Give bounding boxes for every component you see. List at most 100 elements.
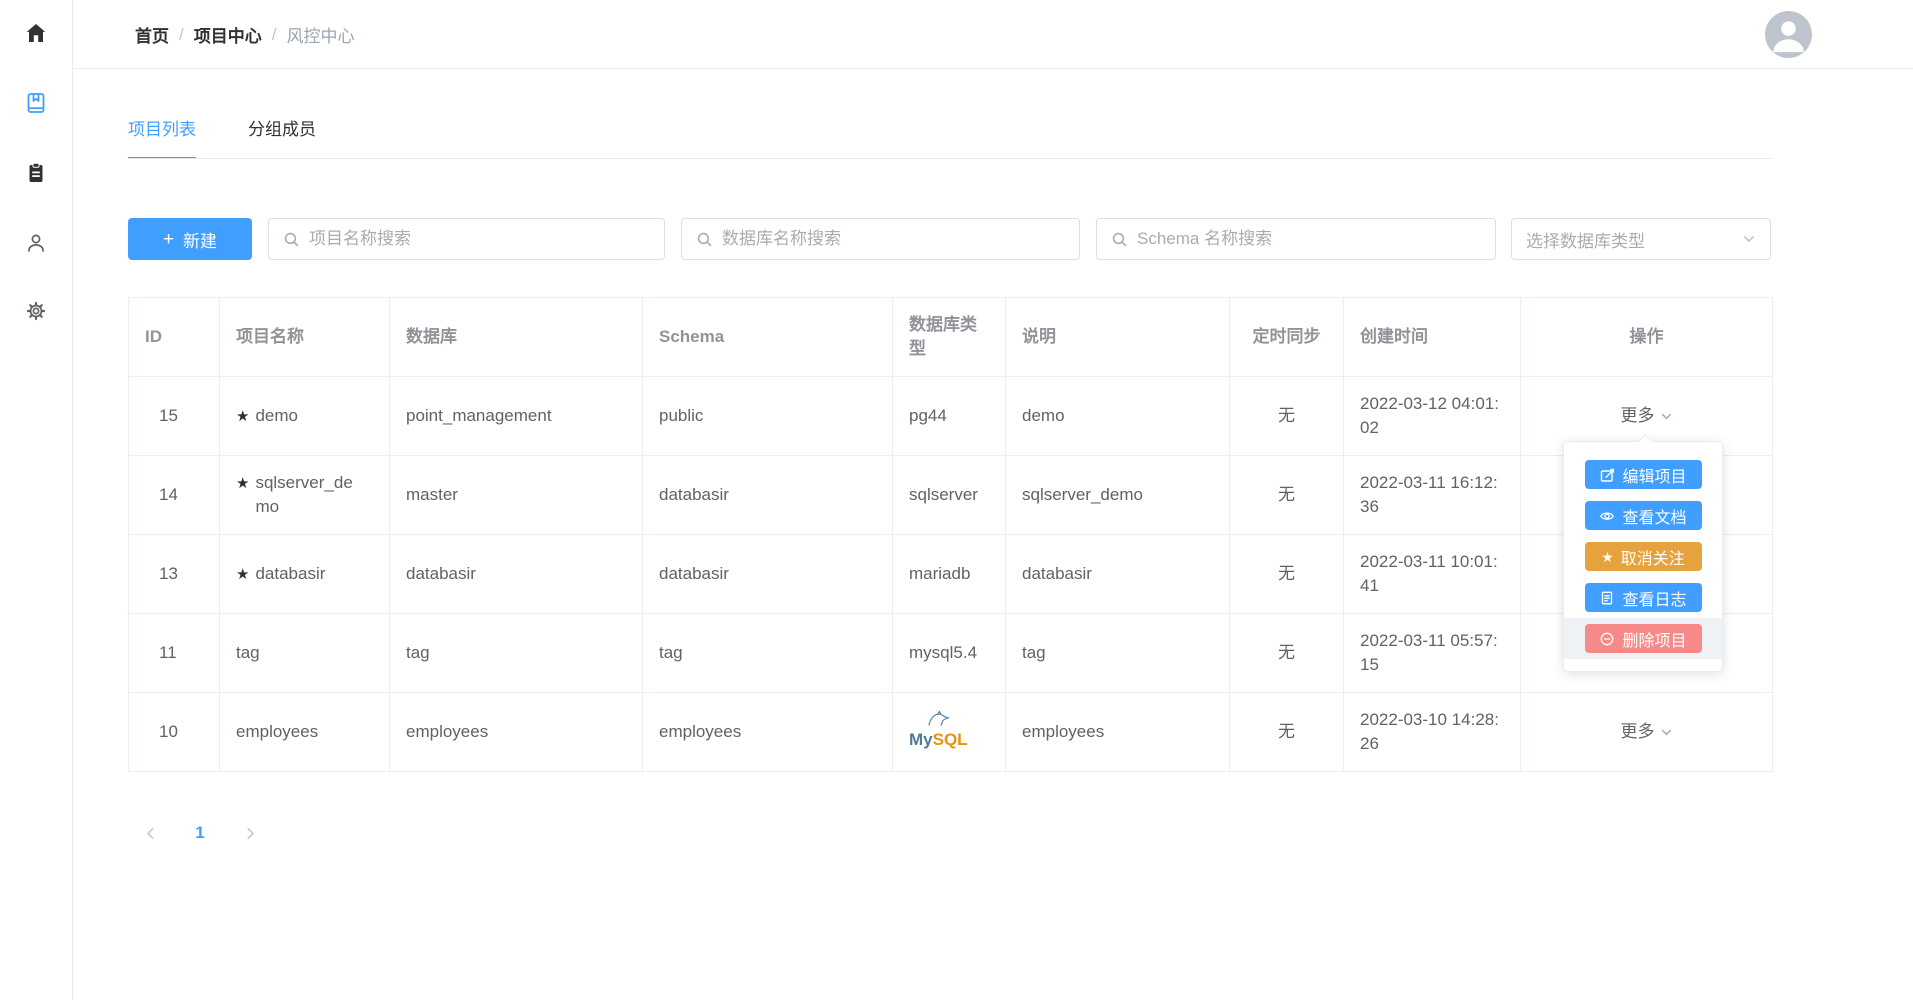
search-icon xyxy=(1112,232,1127,246)
cell-project-name: tag xyxy=(219,613,390,693)
cell-database: databasir xyxy=(389,534,643,614)
cell-sync: 无 xyxy=(1229,692,1344,772)
database-type-select-value: 选择数据库类型 xyxy=(1526,231,1645,251)
book-icon[interactable] xyxy=(24,91,48,115)
cell-project-name: ★ demo xyxy=(219,376,390,456)
tabs-divider xyxy=(128,158,1772,159)
projects-table: ID 项目名称 数据库 Schema 数据库类型 说明 定时同步 创建时间 操作… xyxy=(128,297,1773,772)
gear-icon[interactable] xyxy=(24,299,48,323)
database-name-search-input[interactable] xyxy=(722,229,1065,249)
create-button[interactable]: + 新建 xyxy=(128,218,252,260)
schema-name-search-input[interactable] xyxy=(1137,229,1481,249)
chevron-down-icon xyxy=(1661,729,1671,736)
cell-database: master xyxy=(389,455,643,535)
cell-description: demo xyxy=(1005,376,1230,456)
more-button[interactable]: 更多 xyxy=(1621,720,1673,744)
cell-schema: public xyxy=(642,376,893,456)
tab-bar: 项目列表 分组成员 xyxy=(128,118,368,159)
cell-description: databasir xyxy=(1005,534,1230,614)
pagination: 1 xyxy=(134,818,266,848)
cell-description: tag xyxy=(1005,613,1230,693)
col-header-id: ID xyxy=(128,297,220,377)
view-logs-button[interactable]: 查看日志 xyxy=(1584,583,1702,612)
project-name-search xyxy=(268,218,665,260)
cell-schema: employees xyxy=(642,692,893,772)
more-actions-menu: 编辑项目 查看文档 ★ 取消关注 查看日志 删除项目 xyxy=(1563,433,1723,672)
table-body: 15 ★ demo point_management public pg44 de… xyxy=(128,376,1773,772)
star-icon: ★ xyxy=(236,407,250,425)
menu-item: 查看文档 xyxy=(1564,495,1722,536)
table-row: 14 ★ sqlserver_demo master databasir sqls… xyxy=(128,455,1773,535)
cell-created-at: 2022-03-12 04:01:02 xyxy=(1343,376,1521,456)
prev-page-button[interactable] xyxy=(134,818,166,848)
col-header-description: 说明 xyxy=(1005,297,1230,377)
col-header-created-at: 创建时间 xyxy=(1343,297,1521,377)
cell-db-type: MySQL xyxy=(892,692,1006,772)
chevron-down-icon xyxy=(1744,236,1754,243)
plus-icon: + xyxy=(162,228,175,250)
breadcrumb-project-center[interactable]: 项目中心 xyxy=(193,27,262,46)
cell-id: 14 xyxy=(128,455,220,535)
menu-item: 删除项目 xyxy=(1564,618,1722,659)
cell-database: employees xyxy=(389,692,643,772)
cell-actions: 更多 xyxy=(1520,692,1773,772)
document-icon xyxy=(1602,591,1613,604)
view-document-button[interactable]: 查看文档 xyxy=(1584,501,1702,530)
database-name-search xyxy=(681,218,1080,260)
next-page-button[interactable] xyxy=(234,818,266,848)
unfollow-button[interactable]: ★ 取消关注 xyxy=(1584,542,1702,571)
cell-id: 15 xyxy=(128,376,220,456)
sidebar xyxy=(0,0,73,1000)
cell-sync: 无 xyxy=(1229,613,1344,693)
more-button[interactable]: 更多 xyxy=(1621,404,1673,428)
cell-project-name: employees xyxy=(219,692,390,772)
col-header-db-type: 数据库类型 xyxy=(892,297,1006,377)
cell-created-at: 2022-03-11 16:12:36 xyxy=(1343,455,1521,535)
home-icon[interactable] xyxy=(24,21,48,45)
eye-icon xyxy=(1600,512,1615,520)
cell-description: employees xyxy=(1005,692,1230,772)
cell-created-at: 2022-03-11 10:01:41 xyxy=(1343,534,1521,614)
breadcrumb-separator: / xyxy=(179,24,184,44)
delete-project-button[interactable]: 删除项目 xyxy=(1584,624,1702,653)
table-header-row: ID 项目名称 数据库 Schema 数据库类型 说明 定时同步 创建时间 操作 xyxy=(128,297,1773,377)
cell-db-type: mariadb xyxy=(892,534,1006,614)
cell-description: sqlserver_demo xyxy=(1005,455,1230,535)
breadcrumb-home[interactable]: 首页 xyxy=(135,27,169,46)
tab-project-list[interactable]: 项目列表 xyxy=(128,118,196,159)
star-icon: ★ xyxy=(1601,548,1614,565)
cell-id: 13 xyxy=(128,534,220,614)
topbar: 首页 / 项目中心 / 风控中心 xyxy=(73,0,1913,69)
project-name-search-input[interactable] xyxy=(309,229,650,249)
cell-schema: tag xyxy=(642,613,893,693)
cell-id: 11 xyxy=(128,613,220,693)
menu-item: ★ 取消关注 xyxy=(1564,536,1722,577)
chevron-right-icon xyxy=(246,827,254,839)
star-icon: ★ xyxy=(236,475,250,492)
star-icon: ★ xyxy=(236,565,250,583)
menu-item: 查看日志 xyxy=(1564,577,1722,618)
table-row: 10 employees employees employees MySQL e… xyxy=(128,692,1773,772)
cell-db-type: sqlserver xyxy=(892,455,1006,535)
table-row: 13 ★ databasir databasir databasir mariad… xyxy=(128,534,1773,614)
chevron-down-icon xyxy=(1661,413,1671,420)
clipboard-icon[interactable] xyxy=(24,161,48,185)
tab-group-members[interactable]: 分组成员 xyxy=(248,120,316,139)
search-icon xyxy=(697,232,712,246)
cell-db-type: mysql5.4 xyxy=(892,613,1006,693)
create-button-label: 新建 xyxy=(183,231,218,251)
edit-project-button[interactable]: 编辑项目 xyxy=(1584,460,1702,489)
mysql-dolphin-icon xyxy=(928,710,951,726)
cell-sync: 无 xyxy=(1229,534,1344,614)
database-type-select[interactable]: 选择数据库类型 xyxy=(1511,218,1771,260)
breadcrumb: 首页 / 项目中心 / 风控中心 xyxy=(135,0,354,69)
col-header-project-name: 项目名称 xyxy=(219,297,390,377)
cell-db-type: pg44 xyxy=(892,376,1006,456)
col-header-database: 数据库 xyxy=(389,297,643,377)
page-number-1[interactable]: 1 xyxy=(184,818,216,848)
user-icon[interactable] xyxy=(24,231,48,255)
cell-created-at: 2022-03-11 05:57:15 xyxy=(1343,613,1521,693)
avatar[interactable] xyxy=(1765,11,1812,58)
col-header-schema: Schema xyxy=(642,297,893,377)
col-header-sync: 定时同步 xyxy=(1229,297,1344,377)
